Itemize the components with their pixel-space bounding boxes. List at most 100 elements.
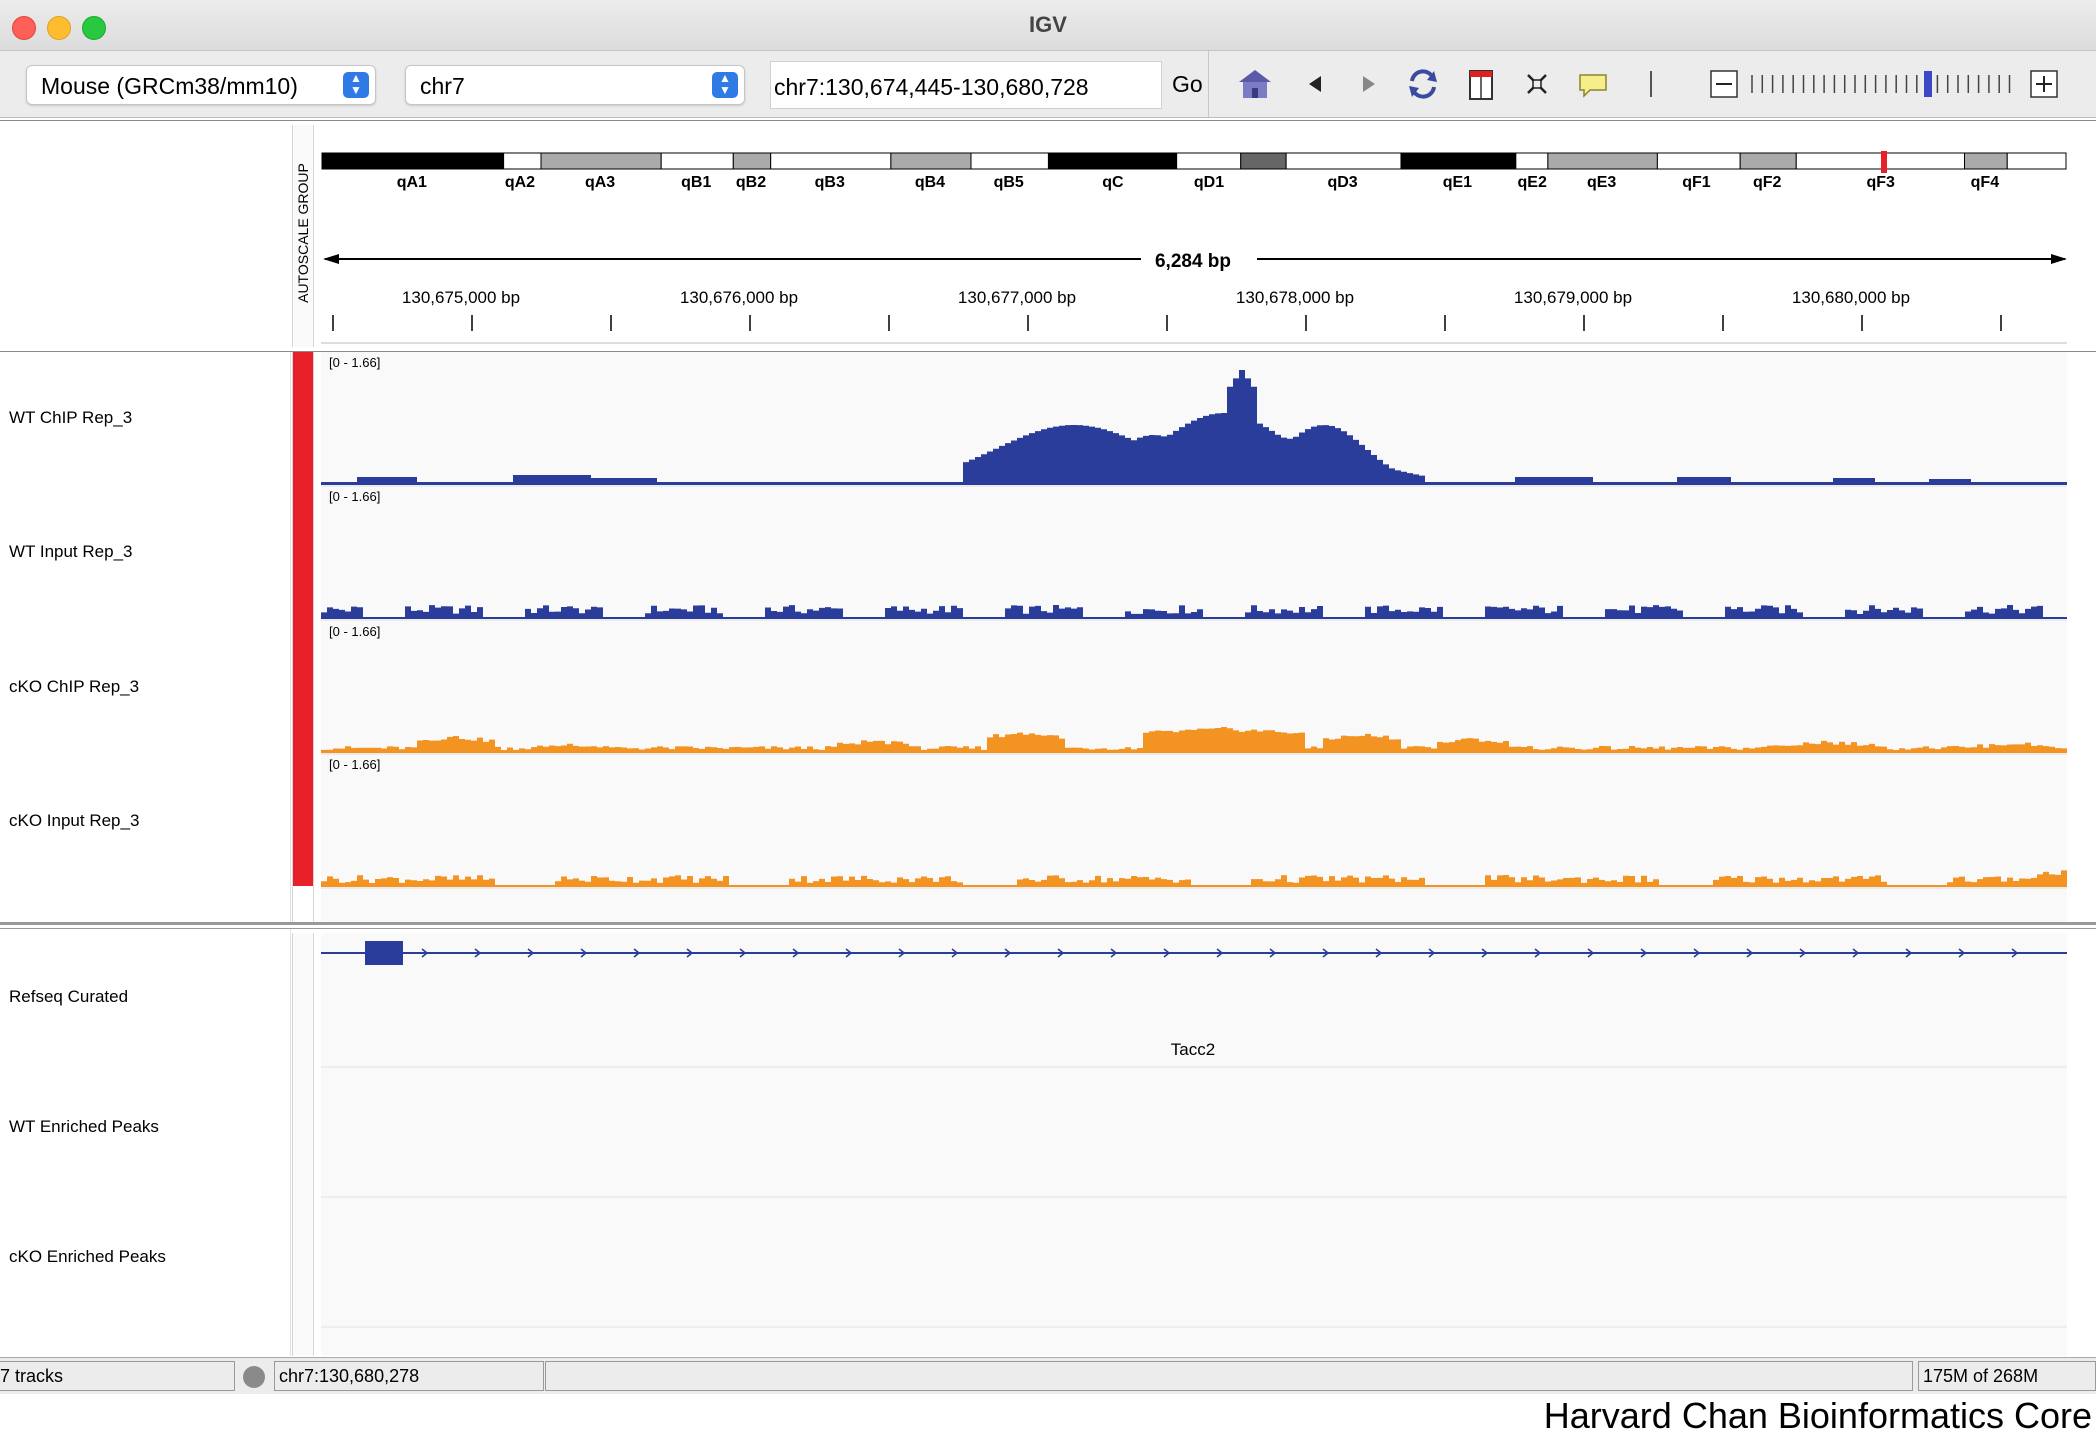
track-name-wt-chip[interactable]: WT ChIP Rep_3 <box>9 408 133 427</box>
ideogram-band[interactable] <box>321 152 505 170</box>
title-bar: IGV <box>0 0 2096 51</box>
attribute-header-column[interactable]: AUTOSCALE GROUP <box>292 125 314 347</box>
header-name-column <box>0 121 290 351</box>
ideogram-band-label: qD3 <box>1327 174 1357 191</box>
strand-arrow-icon <box>792 948 800 958</box>
go-button[interactable]: Go <box>1172 71 1203 97</box>
back-icon[interactable] <box>1296 65 1334 103</box>
ideogram-band[interactable] <box>732 152 772 170</box>
close-window-button[interactable] <box>12 16 36 40</box>
locus-input-value: chr7:130,674,445-130,680,728 <box>774 74 1089 100</box>
track-name-cko-peaks[interactable]: cKO Enriched Peaks <box>9 1247 166 1266</box>
ideogram-band[interactable] <box>1795 152 1966 170</box>
toolbar: Mouse (GRCm38/mm10) ▲ ▼ chr7 ▲ ▼ chr7:130,… <box>0 51 2096 118</box>
ruler-tick-label: 130,678,000 bp <box>1236 288 1354 307</box>
gene-exon[interactable] <box>365 941 403 965</box>
data-panel: WT ChIP Rep_3 WT Input Rep_3 cKO ChIP Re… <box>0 352 2096 925</box>
autoscale-group-attribute[interactable] <box>293 352 313 886</box>
track-name-cko-input[interactable]: cKO Input Rep_3 <box>9 811 140 830</box>
span-label: 6,284 bp <box>1155 251 1231 272</box>
ideogram-band[interactable] <box>1656 152 1741 170</box>
strand-arrow-icon <box>1958 948 1966 958</box>
track-name-wt-input[interactable]: WT Input Rep_3 <box>9 542 133 561</box>
coverage-area[interactable] <box>321 605 2067 619</box>
fit-icon[interactable] <box>1518 65 1556 103</box>
ideogram-band[interactable] <box>1400 152 1517 170</box>
strand-arrow-icon <box>421 948 429 958</box>
ruler-tick-label: 130,675,000 bp <box>402 288 520 307</box>
ideogram-band[interactable] <box>970 152 1049 170</box>
strand-arrow-icon <box>1110 948 1118 958</box>
ruler-tick-label: 130,676,000 bp <box>680 288 798 307</box>
ideogram-band[interactable] <box>1047 152 1178 170</box>
ideogram-band[interactable] <box>1240 152 1287 170</box>
strand-arrow-icon <box>1799 948 1807 958</box>
feature-track-area[interactable]: Tacc2 <box>321 933 2067 1356</box>
ruler-tick-label: 130,679,000 bp <box>1514 288 1632 307</box>
zoom-slider[interactable] <box>1748 67 2018 101</box>
ideogram-band-label: qF3 <box>1866 174 1895 191</box>
current-region-marker <box>1881 151 1887 173</box>
coverage-area[interactable] <box>321 370 2067 485</box>
attribute-header-label: AUTOSCALE GROUP <box>295 163 311 303</box>
ideogram-band[interactable] <box>1515 152 1549 170</box>
strand-arrow-icon <box>1375 948 1383 958</box>
coverage-area[interactable] <box>321 870 2067 887</box>
feature-names-column: Refseq Curated WT Enriched Peaks cKO Enr… <box>0 929 291 1356</box>
chevron-updown-icon: ▲ ▼ <box>712 72 738 98</box>
ideogram-band[interactable] <box>540 152 662 170</box>
zoom-in-icon[interactable] <box>2025 65 2063 103</box>
strand-arrow-icon <box>1428 948 1436 958</box>
popup-info-icon[interactable] <box>1574 65 1612 103</box>
ideogram-band-label: qF2 <box>1753 174 1782 191</box>
track-range-label: [0 - 1.66] <box>329 355 380 370</box>
coverage-area[interactable] <box>321 727 2067 753</box>
chromosome-select-value: chr7 <box>420 73 465 99</box>
track-name-refseq[interactable]: Refseq Curated <box>9 987 129 1006</box>
ideogram-band-label: qE1 <box>1443 174 1472 191</box>
ideogram-band[interactable] <box>1285 152 1402 170</box>
strand-arrow-icon <box>474 948 482 958</box>
ideogram-band-label: qF1 <box>1682 174 1711 191</box>
data-track-area[interactable]: [0 - 1.66] [0 - 1.66] [0 - 1.66] [0 - 1.… <box>321 352 2067 922</box>
track-count: 7 tracks <box>0 1361 235 1391</box>
chromosome-select[interactable]: chr7 ▲ ▼ <box>405 65 745 105</box>
ideogram-band[interactable] <box>2006 152 2067 170</box>
feature-panel: Refseq Curated WT Enriched Peaks cKO Enr… <box>0 928 2096 1356</box>
track-name-cko-chip[interactable]: cKO ChIP Rep_3 <box>9 677 140 696</box>
roi-icon[interactable] <box>1462 65 1500 103</box>
locus-input[interactable]: chr7:130,674,445-130,680,728 <box>770 61 1162 109</box>
genome-select[interactable]: Mouse (GRCm38/mm10) ▲ ▼ <box>26 65 376 105</box>
gene-label[interactable]: Tacc2 <box>1171 1040 1215 1059</box>
strand-arrow-icon <box>1163 948 1171 958</box>
ideogram-band[interactable] <box>660 152 734 170</box>
ideogram-band[interactable] <box>890 152 972 170</box>
ideogram-band-label: qA2 <box>505 174 535 191</box>
ideogram-band[interactable] <box>770 152 892 170</box>
strand-arrow-icon <box>1905 948 1913 958</box>
ideogram-band-label: qD1 <box>1194 174 1224 191</box>
strand-arrow-icon <box>1216 948 1224 958</box>
strand-arrow-icon <box>1587 948 1595 958</box>
ruler-area[interactable]: qA1 qA2 qA3 qB1 qB2 qB3 qB4 qB5 qC qD1 qD3 qE1 qE2 qE… <box>321 125 2067 347</box>
minimize-window-button[interactable] <box>47 16 71 40</box>
cursor-position: chr7:130,680,278 <box>274 1361 544 1391</box>
home-icon[interactable] <box>1236 65 1274 103</box>
separator-icon <box>1650 71 1652 97</box>
coverage-tracks: [0 - 1.66] [0 - 1.66] [0 - 1.66] [0 - 1.… <box>321 355 2067 889</box>
ideogram-band[interactable] <box>1739 152 1797 170</box>
refresh-icon[interactable] <box>1404 65 1442 103</box>
maximize-window-button[interactable] <box>82 16 106 40</box>
track-range-label: [0 - 1.66] <box>329 489 380 504</box>
ideogram-band[interactable] <box>1964 152 2008 170</box>
zoom-out-icon[interactable] <box>1705 65 1743 103</box>
footer-credit: Harvard Chan Bioinformatics Core <box>1543 1395 2092 1436</box>
ideogram-band[interactable] <box>1547 152 1658 170</box>
ideogram-band[interactable] <box>503 152 542 170</box>
forward-icon[interactable] <box>1350 65 1388 103</box>
ideogram-band[interactable] <box>1176 152 1242 170</box>
memory-usage: 175M of 268M <box>1918 1361 2096 1391</box>
ruler-tick-label: 130,680,000 bp <box>1792 288 1910 307</box>
track-name-wt-peaks[interactable]: WT Enriched Peaks <box>9 1117 159 1136</box>
strand-arrow-icon <box>527 948 535 958</box>
